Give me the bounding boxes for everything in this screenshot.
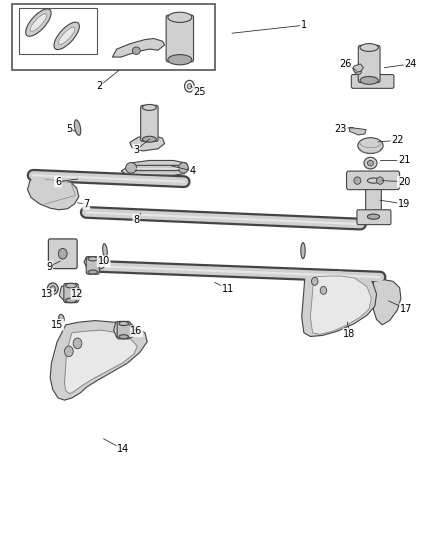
- Polygon shape: [64, 330, 137, 394]
- Polygon shape: [302, 271, 377, 336]
- FancyBboxPatch shape: [366, 179, 381, 219]
- FancyBboxPatch shape: [48, 239, 77, 269]
- Ellipse shape: [66, 283, 77, 288]
- Text: 13: 13: [41, 289, 53, 299]
- Ellipse shape: [73, 338, 82, 349]
- Ellipse shape: [102, 244, 107, 257]
- Polygon shape: [113, 38, 165, 57]
- FancyBboxPatch shape: [357, 210, 391, 224]
- Ellipse shape: [142, 104, 156, 110]
- Polygon shape: [130, 135, 165, 151]
- Text: 26: 26: [339, 59, 351, 69]
- Ellipse shape: [354, 177, 361, 184]
- Ellipse shape: [301, 243, 305, 259]
- FancyBboxPatch shape: [358, 45, 380, 83]
- Ellipse shape: [30, 14, 47, 31]
- Ellipse shape: [126, 163, 137, 173]
- Ellipse shape: [47, 283, 58, 295]
- Ellipse shape: [58, 248, 67, 259]
- Ellipse shape: [88, 257, 98, 261]
- Polygon shape: [121, 160, 188, 175]
- Text: 7: 7: [83, 199, 89, 209]
- Polygon shape: [350, 127, 366, 135]
- FancyBboxPatch shape: [86, 257, 99, 274]
- Ellipse shape: [377, 177, 384, 184]
- Ellipse shape: [50, 286, 55, 292]
- Ellipse shape: [26, 9, 51, 36]
- Ellipse shape: [88, 270, 98, 274]
- Ellipse shape: [119, 321, 128, 326]
- Text: 25: 25: [193, 86, 206, 96]
- Ellipse shape: [358, 138, 383, 154]
- Text: 4: 4: [190, 166, 196, 176]
- Ellipse shape: [187, 84, 191, 89]
- Polygon shape: [114, 321, 137, 338]
- Text: 17: 17: [400, 304, 412, 314]
- Ellipse shape: [119, 335, 128, 339]
- Bar: [12, 4, 215, 70]
- Ellipse shape: [360, 77, 378, 84]
- Ellipse shape: [58, 27, 75, 45]
- Ellipse shape: [364, 157, 377, 169]
- Ellipse shape: [367, 178, 380, 183]
- Ellipse shape: [367, 214, 380, 219]
- Text: 21: 21: [398, 156, 410, 165]
- Text: 2: 2: [96, 81, 102, 91]
- Polygon shape: [353, 64, 364, 72]
- Ellipse shape: [59, 314, 64, 322]
- Text: 3: 3: [133, 145, 139, 155]
- Text: 6: 6: [55, 176, 61, 187]
- Polygon shape: [372, 280, 401, 325]
- Ellipse shape: [66, 298, 77, 303]
- FancyBboxPatch shape: [117, 321, 130, 339]
- Text: 11: 11: [222, 284, 234, 294]
- Polygon shape: [28, 175, 79, 210]
- Text: 12: 12: [71, 289, 84, 299]
- Polygon shape: [84, 257, 106, 271]
- FancyBboxPatch shape: [346, 171, 399, 190]
- Ellipse shape: [142, 136, 156, 142]
- Ellipse shape: [74, 120, 81, 135]
- Text: 23: 23: [335, 124, 347, 134]
- FancyBboxPatch shape: [141, 106, 158, 141]
- Text: 1: 1: [301, 20, 307, 30]
- Text: 16: 16: [130, 326, 142, 336]
- Text: 14: 14: [117, 445, 129, 455]
- FancyBboxPatch shape: [64, 284, 78, 303]
- Text: 10: 10: [98, 256, 110, 266]
- Bar: [19, 8, 97, 54]
- Ellipse shape: [179, 163, 188, 173]
- Polygon shape: [59, 286, 82, 303]
- Ellipse shape: [64, 346, 73, 357]
- Ellipse shape: [168, 54, 192, 65]
- Ellipse shape: [168, 12, 192, 22]
- Text: 18: 18: [343, 329, 356, 339]
- Text: 19: 19: [398, 199, 410, 209]
- Ellipse shape: [132, 47, 140, 54]
- Text: 8: 8: [133, 215, 139, 225]
- Ellipse shape: [311, 277, 318, 285]
- FancyBboxPatch shape: [351, 75, 394, 88]
- Ellipse shape: [360, 44, 378, 51]
- FancyBboxPatch shape: [166, 15, 194, 62]
- Ellipse shape: [320, 286, 327, 294]
- Ellipse shape: [355, 68, 361, 75]
- Text: 15: 15: [51, 320, 63, 330]
- Text: 5: 5: [66, 124, 72, 134]
- Polygon shape: [50, 320, 147, 400]
- Ellipse shape: [54, 22, 79, 50]
- Text: 20: 20: [398, 176, 410, 187]
- Text: 24: 24: [404, 59, 417, 69]
- Ellipse shape: [367, 160, 374, 166]
- Polygon shape: [311, 276, 371, 334]
- Text: 22: 22: [391, 135, 404, 146]
- Text: 9: 9: [46, 262, 52, 271]
